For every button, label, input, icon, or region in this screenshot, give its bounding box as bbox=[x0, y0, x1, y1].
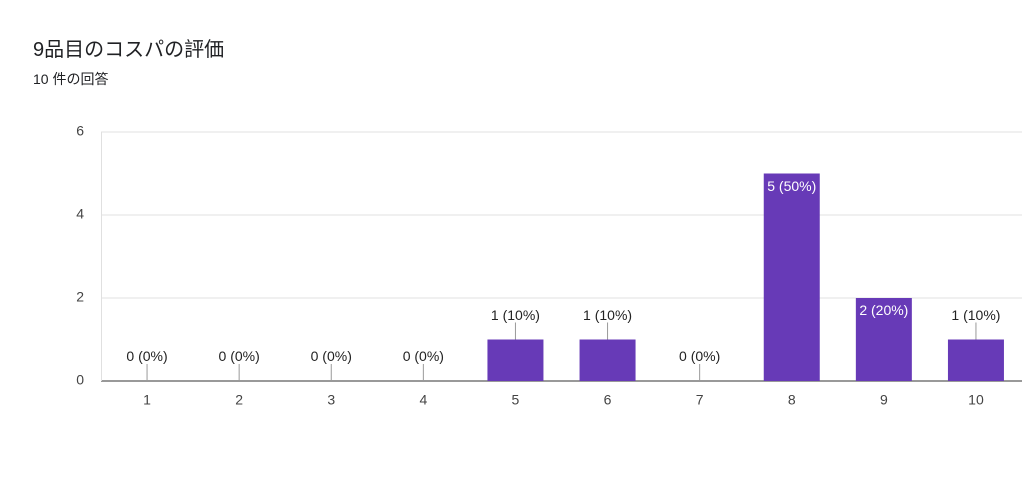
x-tick-label: 5 bbox=[512, 392, 520, 408]
value-label: 0 (0%) bbox=[679, 348, 721, 364]
bar bbox=[947, 339, 1004, 381]
y-tick-label: 0 bbox=[76, 372, 84, 388]
value-label: 1 (10%) bbox=[583, 306, 633, 323]
bar bbox=[487, 339, 544, 381]
value-label: 5 (50%) bbox=[767, 177, 817, 194]
x-tick-label: 6 bbox=[604, 392, 612, 408]
value-label: 0 (0%) bbox=[218, 348, 260, 364]
x-tick-label: 8 bbox=[788, 392, 796, 408]
x-tick-label: 10 bbox=[968, 392, 984, 408]
value-label: 0 (0%) bbox=[402, 348, 444, 364]
value-label: 1 (10%) bbox=[490, 306, 540, 323]
bar bbox=[855, 298, 912, 381]
y-tick-label: 4 bbox=[76, 206, 84, 222]
value-label: 1 (10%) bbox=[951, 306, 1001, 323]
chart-subtitle: 10 件の回答 bbox=[33, 71, 109, 87]
x-tick-label: 3 bbox=[327, 392, 335, 408]
x-tick-label: 4 bbox=[419, 392, 427, 408]
bar bbox=[763, 173, 820, 381]
value-label: 0 (0%) bbox=[126, 348, 168, 364]
x-tick-label: 9 bbox=[880, 392, 888, 408]
bar bbox=[579, 339, 636, 381]
chart-title: 9品目のコスパの評価 bbox=[33, 39, 225, 61]
x-tick-label: 1 bbox=[143, 392, 151, 408]
value-label: 0 (0%) bbox=[310, 348, 352, 364]
x-tick-label: 2 bbox=[235, 392, 243, 408]
y-tick-label: 2 bbox=[76, 289, 84, 305]
x-tick-label: 7 bbox=[696, 392, 704, 408]
y-tick-label: 6 bbox=[76, 123, 84, 139]
value-label: 2 (20%) bbox=[859, 302, 909, 318]
